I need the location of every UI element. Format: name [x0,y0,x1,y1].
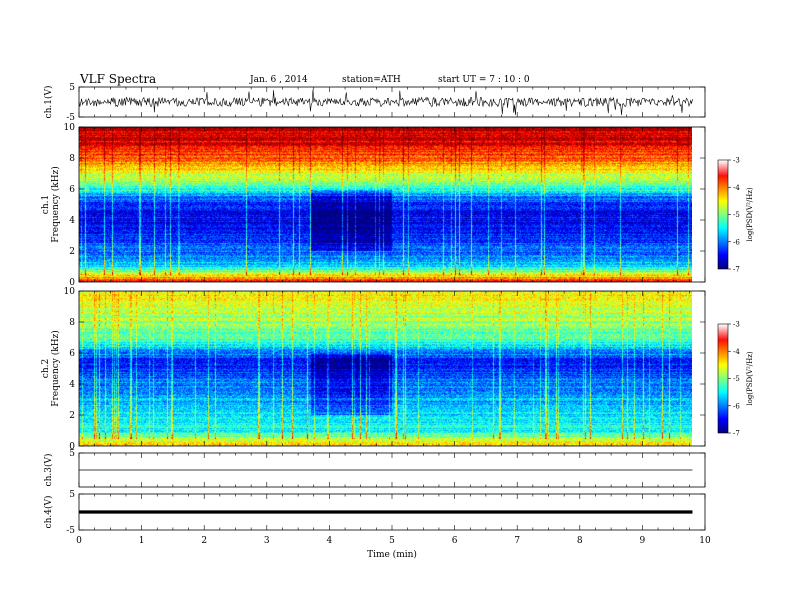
y-tick-label: 0 [69,278,75,288]
panels: 5 -5 ch.1(V) -3 -4 -5 -6 -7 log(PSD(V²/Hz) 0 2 4 6 8 1… [41,83,754,560]
x-tick-label: 6 [452,536,458,546]
header-date: Jan. 6 , 2014 [249,75,308,85]
x-tick-label: 9 [640,536,646,546]
colorbar-tick-label: -5 [733,211,740,219]
panel-5-axes: 5 -5 ch.4(V) 0 1 2 3 4 5 6 7 8 9 10 Time (min) [43,490,711,560]
panel-3-axes: 0 2 4 6 8 10 ch.2Frequency (kHz) [41,287,706,452]
colorbar-gradient [718,324,728,433]
y-tick-label: 6 [69,349,75,359]
figure-title: VLF Spectra [79,72,156,86]
y-axis-label: ch.1Frequency (kHz) [41,166,61,243]
x-tick-label: 1 [139,536,145,546]
colorbar-tick-label: -5 [733,375,740,383]
y-tick-label: 2 [69,247,75,257]
y-tick-label: 5 [69,449,75,459]
spectrogram-ch2-image [79,291,692,446]
colorbar-tick-label: -7 [733,266,740,274]
x-tick-label: 4 [327,536,333,546]
colorbar-ch1: -3 -4 -5 -6 -7 log(PSD(V²/Hz) [717,157,754,274]
header-station: station=ATH [342,75,401,85]
x-tick-label: 5 [389,536,395,546]
x-tick-label: 0 [76,536,82,546]
x-tick-label: 3 [264,536,270,546]
colorbar-tick-label: -6 [733,238,740,246]
y-tick-label: 0 [69,442,75,452]
x-axis-label: Time (min) [367,549,417,560]
y-tick-label: 8 [69,318,75,328]
colorbar-tick-label: -3 [733,321,740,329]
colorbar-tick-label: -7 [733,430,740,438]
y-axis-label: ch.1(V) [43,86,54,119]
y-tick-label: 10 [64,287,76,297]
y-tick-label: 5 [69,490,75,500]
y-tick-label: -5 [66,113,75,123]
colorbar-gradient [718,160,728,269]
colorbar-label: log(PSD(V²/Hz) [746,351,754,406]
y-tick-label: -5 [66,526,75,536]
x-tick-label: 7 [514,536,520,546]
colorbar-tick-label: -4 [733,184,740,192]
colorbar-ch2: -3 -4 -5 -6 -7 log(PSD(V²/Hz) [717,321,754,438]
panel-2-axes: 0 2 4 6 8 10 ch.1Frequency (kHz) [41,123,706,288]
panel-1-axes: 5 -5 ch.1(V) [43,83,706,123]
y-axis-label: ch.4(V) [43,496,54,529]
colorbar-tick-label: -3 [733,157,740,165]
spectrogram-ch1-image [79,127,692,282]
panel-1-trace [78,89,693,116]
y-tick-label: 2 [69,411,75,421]
panel-4-axes: 5 ch.3(V) [43,449,706,488]
x-tick-label: 10 [699,536,711,546]
y-tick-label: 8 [69,154,75,164]
colorbar-label: log(PSD(V²/Hz) [746,187,754,242]
x-tick-label: 2 [201,536,207,546]
y-axis-label: ch.3(V) [43,454,54,487]
colorbar-tick-label: -4 [733,348,740,356]
y-axis-label: ch.2Frequency (kHz) [41,330,61,407]
y-tick-label: 4 [69,380,75,390]
colorbar-tick-label: -6 [733,402,740,410]
y-tick-label: 10 [64,123,76,133]
y-tick-label: 5 [69,83,75,93]
y-tick-label: 4 [69,216,75,226]
x-tick-label: 8 [577,536,583,546]
header-start-time: start UT = 7 : 10 : 0 [438,75,530,85]
waveform-line [78,89,693,116]
y-tick-label: 6 [69,185,75,195]
